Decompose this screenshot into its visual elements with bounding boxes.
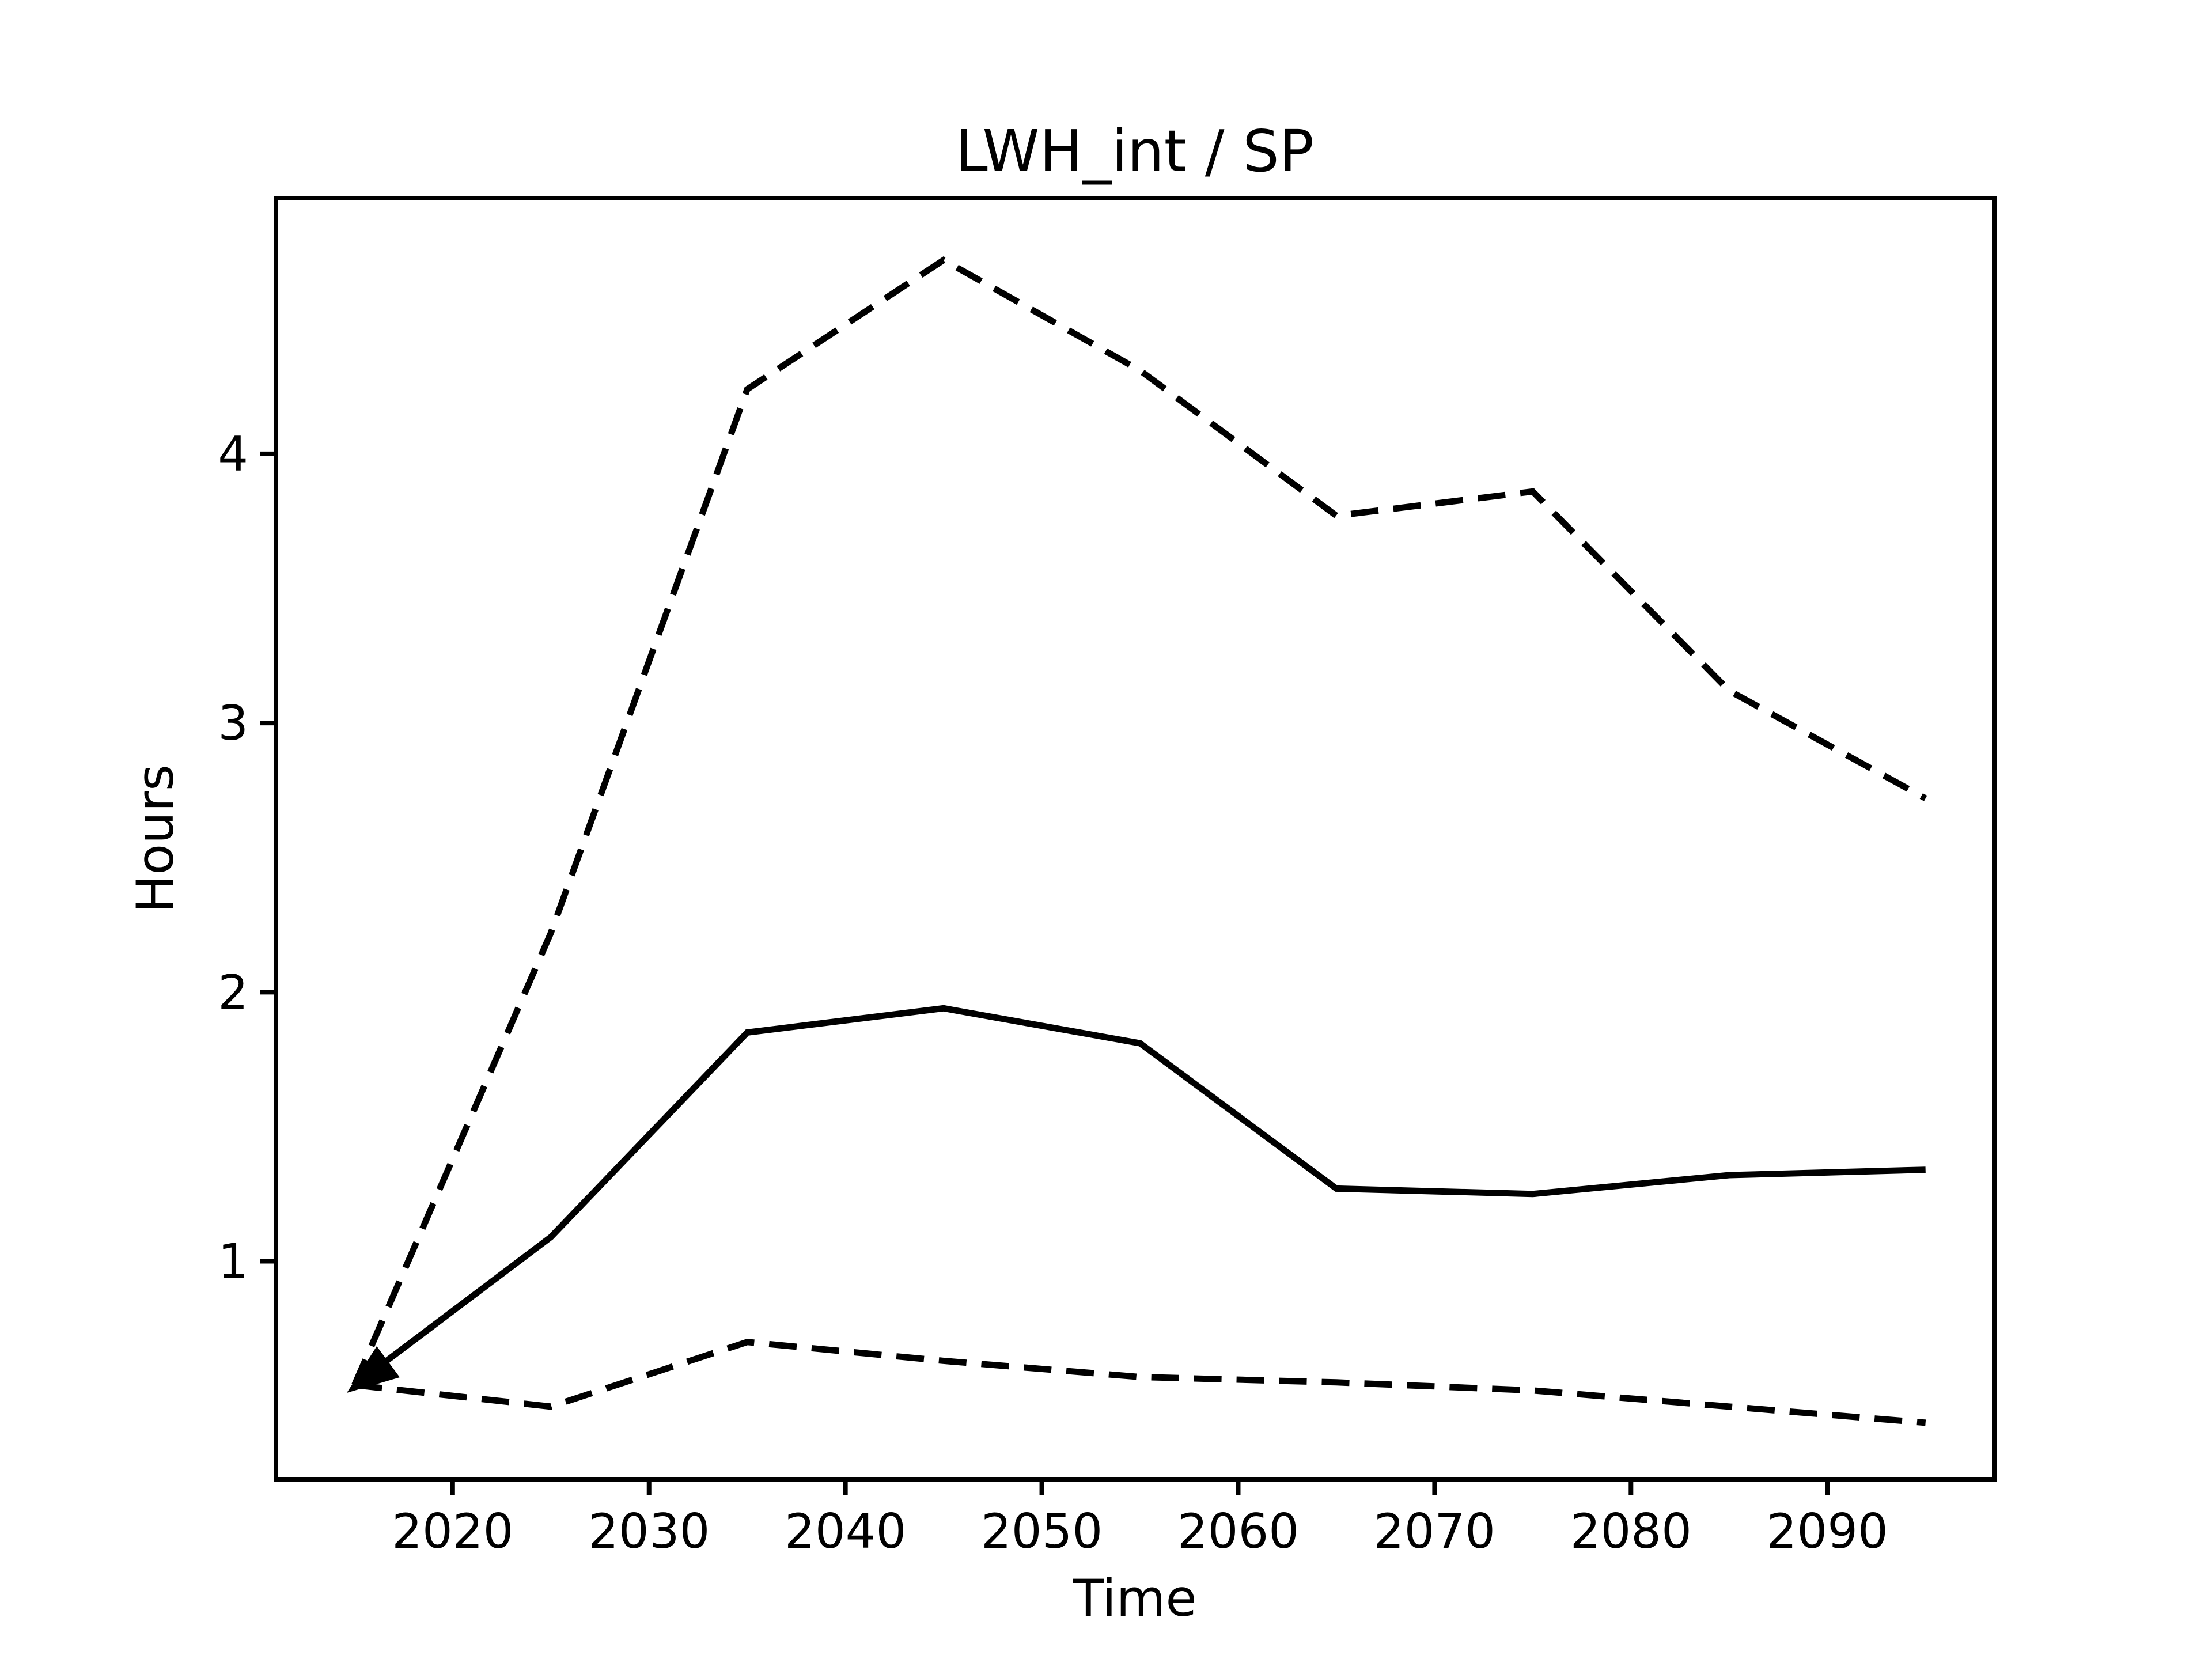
series-line-mean [353,1005,1926,1388]
axes-frame [274,196,1997,1482]
x-axis-label: Time [1072,1569,1196,1628]
series-group [351,256,1927,1426]
y-axis-ticks: 1 2 3 4 [218,426,276,1290]
y-tick-label-1: 1 [218,1234,248,1290]
start-arrowhead [347,1346,400,1393]
x-tick-label-2040: 2040 [785,1503,906,1559]
y-tick-label-2: 2 [218,964,248,1020]
x-tick-label-2060: 2060 [1177,1503,1299,1559]
x-tick-label-2050: 2050 [981,1503,1103,1559]
chart-title: LWH_int / SP [956,118,1314,185]
y-axis-label: Hours [126,764,185,913]
series-line-upper-bound [351,256,1927,1387]
x-axis-ticks: 2020 2030 2040 2050 2060 2070 2080 2090 [392,1479,1888,1559]
y-tick-label-3: 3 [218,695,248,751]
y-tick-label-4: 4 [218,426,248,482]
series-line-lower-bound [354,1339,1926,1426]
x-tick-label-2030: 2030 [588,1503,710,1559]
x-tick-label-2090: 2090 [1767,1503,1888,1559]
x-tick-label-2070: 2070 [1374,1503,1495,1559]
x-tick-label-2080: 2080 [1570,1503,1692,1559]
x-tick-label-2020: 2020 [392,1503,513,1559]
